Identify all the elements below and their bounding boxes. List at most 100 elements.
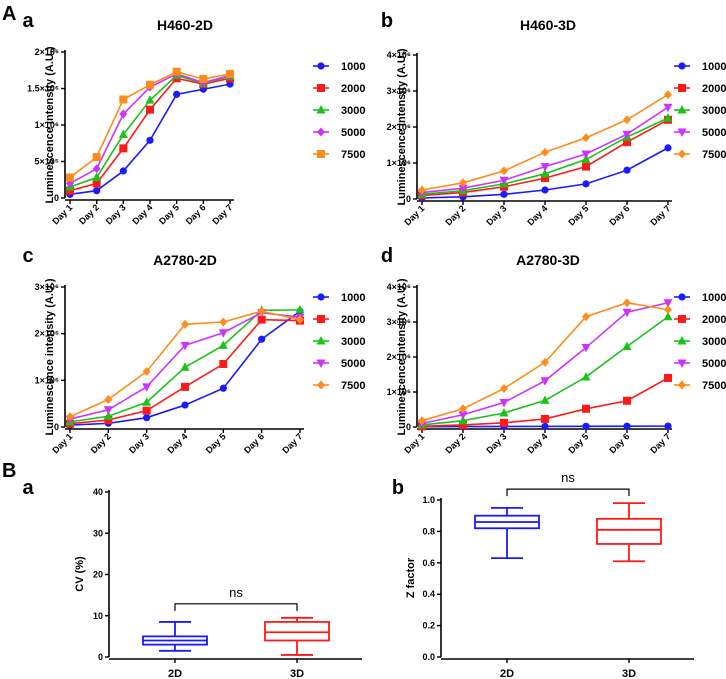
box-3D bbox=[596, 517, 662, 545]
data-point-3000 bbox=[142, 397, 152, 406]
x-tick-label: Day 7 bbox=[280, 431, 304, 455]
data-point-5000 bbox=[142, 383, 152, 392]
data-point-3000 bbox=[458, 415, 468, 425]
legend-label: 1000 bbox=[341, 61, 365, 73]
data-point-7500 bbox=[219, 317, 228, 327]
y-tick-label: 40 bbox=[93, 487, 103, 497]
panel-letter: a bbox=[22, 477, 34, 499]
chart-zfactor-box: b 0.0 0.2 0.4 0.6 0.8 1.0 Z factor 2D 3D ns bbox=[392, 470, 694, 679]
data-point-7500 bbox=[500, 384, 508, 393]
x-tick-label: Day 3 bbox=[484, 431, 508, 455]
y-tick-label: 0.4 bbox=[422, 589, 435, 599]
data-point-7500 bbox=[623, 298, 631, 308]
y-axis-label: Luminescence intensity (A.U.) bbox=[44, 278, 56, 435]
data-point-5000 bbox=[581, 344, 591, 353]
y-tick-label: 20 bbox=[93, 570, 103, 580]
data-point-1000 bbox=[664, 144, 672, 152]
x-tick-label: Day 6 bbox=[184, 202, 208, 226]
data-point-5000 bbox=[458, 411, 468, 420]
data-point-7500 bbox=[664, 90, 672, 100]
chart-title: A2780-3D bbox=[516, 252, 580, 268]
data-point-7500 bbox=[172, 67, 181, 76]
legend-marker-7500 bbox=[678, 380, 686, 390]
x-tick-label: Day 3 bbox=[104, 202, 128, 226]
data-point-1000 bbox=[541, 422, 549, 430]
legend-marker-2000 bbox=[317, 84, 325, 92]
data-point-7500 bbox=[119, 95, 128, 104]
legend-label: 2000 bbox=[702, 83, 726, 95]
data-point-5000 bbox=[119, 109, 128, 119]
x-tick-label: 2D bbox=[500, 668, 514, 679]
legend-marker-5000 bbox=[316, 359, 326, 368]
y-tick-label: 0.2 bbox=[422, 621, 435, 631]
data-point-3000 bbox=[118, 129, 128, 138]
x-tick-label: Day 2 bbox=[443, 203, 467, 227]
y-tick-label: 1×10⁶ bbox=[35, 375, 59, 385]
chart-title: H460-2D bbox=[157, 17, 213, 33]
chart-h460-2d: a H460-2D 0 5×10⁵ 1×10⁶ 1.5×10⁶ 2×10⁶Luminesce… bbox=[22, 10, 365, 226]
legend-marker-7500 bbox=[317, 150, 325, 158]
x-tick-label: Day 5 bbox=[157, 202, 181, 226]
y-tick-label: 2×10⁶ bbox=[387, 122, 411, 132]
x-tick-label: Day 4 bbox=[130, 202, 154, 226]
legend-marker-2000 bbox=[317, 315, 325, 323]
y-tick-label: 0 bbox=[406, 422, 411, 432]
data-point-2000 bbox=[582, 162, 590, 171]
chart-title: H460-3D bbox=[520, 17, 576, 33]
legend-marker-2000 bbox=[678, 84, 686, 92]
x-tick-label: Day 3 bbox=[484, 203, 508, 227]
panel-letter: b bbox=[381, 10, 393, 32]
chart-h460-3d: b H460-3D 0 1×10⁶ 2×10⁶ 3×10⁶ 4×10⁶Luminescenc… bbox=[381, 10, 726, 227]
y-tick-label: 3×10⁶ bbox=[35, 282, 59, 292]
legend-marker-7500 bbox=[678, 149, 686, 159]
x-tick-label: Day 1 bbox=[50, 202, 74, 226]
data-point-1000 bbox=[143, 414, 151, 422]
data-point-3000 bbox=[92, 172, 102, 182]
legend-label: 1000 bbox=[702, 61, 726, 73]
data-point-2000 bbox=[623, 396, 631, 405]
data-point-7500 bbox=[66, 412, 74, 422]
data-point-7500 bbox=[541, 357, 549, 367]
section-label-b: B bbox=[2, 460, 16, 482]
legend-marker-1000 bbox=[317, 62, 325, 70]
y-tick-label: 4×10⁶ bbox=[387, 282, 411, 292]
legend-label: 3000 bbox=[341, 336, 365, 348]
y-axis-label: Z factor bbox=[405, 557, 417, 598]
data-point-7500 bbox=[582, 133, 590, 143]
y-tick-label: 1.5×10⁶ bbox=[27, 84, 59, 94]
y-axis-label: Luminescence intensity (A.U.) bbox=[44, 46, 56, 203]
data-point-5000 bbox=[92, 164, 101, 174]
significance-bracket bbox=[174, 603, 298, 611]
data-point-3000 bbox=[295, 304, 305, 314]
chart-title: A2780-2D bbox=[153, 252, 217, 268]
y-tick-label: 0 bbox=[406, 194, 411, 204]
y-tick-label: 2×10⁶ bbox=[35, 329, 59, 339]
data-point-5000 bbox=[103, 406, 113, 415]
data-point-5000 bbox=[663, 103, 673, 113]
data-point-1000 bbox=[623, 422, 631, 430]
y-tick-label: 0 bbox=[54, 193, 59, 203]
data-point-7500 bbox=[541, 147, 549, 157]
series-line-2000 bbox=[69, 77, 231, 192]
box-3D bbox=[264, 621, 330, 642]
legend-label: 2000 bbox=[341, 314, 365, 326]
data-point-2000 bbox=[219, 360, 228, 368]
data-point-2000 bbox=[459, 420, 467, 429]
data-point-7500 bbox=[459, 178, 467, 188]
data-point-1000 bbox=[582, 422, 590, 430]
y-tick-label: 0.6 bbox=[422, 558, 435, 568]
data-point-7500 bbox=[257, 306, 266, 316]
x-tick-label: Day 7 bbox=[648, 203, 672, 227]
legend-marker-5000 bbox=[677, 128, 687, 137]
legend-label: 3000 bbox=[702, 105, 726, 117]
panel-letter: d bbox=[381, 245, 393, 267]
significance-bracket bbox=[506, 488, 630, 497]
data-point-1000 bbox=[258, 335, 266, 343]
data-point-7500 bbox=[664, 305, 672, 315]
data-point-7500 bbox=[582, 312, 590, 322]
y-tick-label: 1.0 bbox=[422, 495, 435, 505]
significance-label: ns bbox=[561, 470, 575, 485]
legend-marker-5000 bbox=[677, 359, 687, 368]
y-tick-label: 2×10⁶ bbox=[387, 352, 411, 362]
